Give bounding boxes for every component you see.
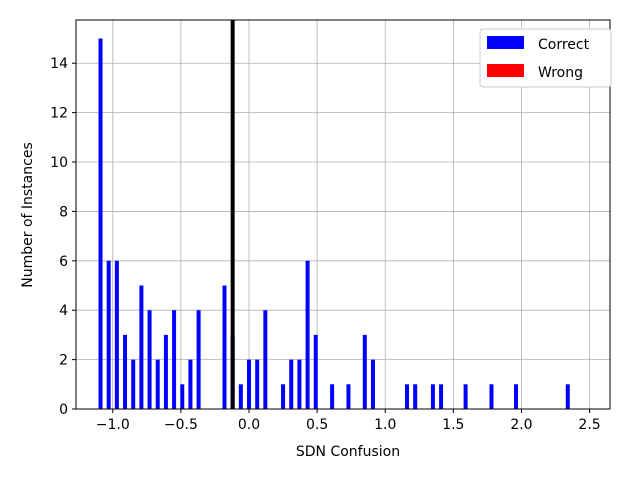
bar-correct-0 — [98, 38, 103, 410]
y-axis-title: Number of Instances — [20, 142, 36, 287]
bar-correct-32 — [463, 384, 468, 409]
bar-correct-10 — [180, 384, 185, 409]
y-tick-label-4: 8 — [59, 204, 68, 220]
bar-correct-28 — [405, 384, 410, 409]
bar-correct-22 — [305, 260, 310, 409]
grid-lines — [76, 20, 610, 410]
bar-correct-15 — [238, 384, 243, 409]
bar-correct-16 — [247, 359, 252, 409]
y-tick-label-6: 12 — [50, 106, 68, 122]
legend-swatch-wrong — [487, 64, 524, 77]
plot-frame — [75, 19, 611, 410]
legend: Correct Wrong — [479, 28, 612, 88]
bar-correct-26 — [362, 334, 367, 409]
x-tick-label-6: 2.0 — [510, 417, 532, 433]
bar-correct-6 — [147, 310, 152, 409]
x-tick-label-3: 0.5 — [306, 417, 328, 433]
x-tick-label-0: −1.0 — [96, 417, 130, 433]
bar-correct-17 — [255, 359, 260, 409]
bar-correct-24 — [330, 384, 335, 409]
x-axis-ticks: −1.0 −0.5 0.0 0.5 1.0 1.5 2.0 2.5 — [96, 409, 601, 433]
bar-correct-31 — [439, 384, 444, 409]
bar-correct-23 — [313, 334, 318, 409]
x-tick-label-5: 1.5 — [442, 417, 464, 433]
bar-correct-19 — [281, 384, 286, 409]
bar-correct-34 — [514, 384, 519, 409]
bar-correct-11 — [188, 359, 193, 409]
bar-correct-30 — [430, 384, 435, 409]
legend-swatch-correct — [487, 36, 524, 49]
bar-correct-8 — [163, 334, 168, 409]
bar-correct-29 — [413, 384, 418, 409]
bar-correct-5 — [139, 285, 144, 409]
y-tick-label-5: 10 — [50, 155, 68, 171]
bar-correct-18 — [263, 310, 268, 409]
bar-correct-13 — [222, 285, 227, 409]
y-tick-label-3: 6 — [59, 254, 68, 270]
bar-correct-1 — [106, 260, 111, 409]
bar-correct-35 — [565, 384, 570, 409]
y-tick-label-0: 0 — [59, 402, 68, 418]
bar-correct-7 — [155, 359, 160, 409]
bar-correct-3 — [123, 334, 128, 409]
bar-correct-9 — [172, 310, 177, 409]
y-axis-ticks: 0 2 4 6 8 10 12 14 — [50, 56, 76, 418]
bar-correct-21 — [297, 359, 302, 409]
y-tick-label-1: 2 — [59, 353, 68, 369]
bar-correct-4 — [131, 359, 136, 409]
bar-correct-27 — [370, 359, 375, 409]
x-tick-label-4: 1.0 — [374, 417, 396, 433]
legend-label-correct: Correct — [538, 37, 590, 53]
y-tick-label-2: 4 — [59, 303, 68, 319]
x-tick-label-7: 2.5 — [578, 417, 600, 433]
x-tick-label-2: 0.0 — [238, 417, 260, 433]
x-axis-title: SDN Confusion — [296, 444, 400, 460]
bar-correct-20 — [289, 359, 294, 409]
bar-correct-12 — [196, 310, 201, 409]
x-tick-label-1: −0.5 — [164, 417, 198, 433]
histogram-bars — [98, 38, 570, 410]
legend-label-wrong: Wrong — [538, 65, 583, 81]
bar-correct-33 — [489, 384, 494, 409]
y-tick-label-7: 14 — [50, 56, 68, 72]
bar-correct-2 — [114, 260, 119, 409]
bar-correct-25 — [346, 384, 351, 409]
